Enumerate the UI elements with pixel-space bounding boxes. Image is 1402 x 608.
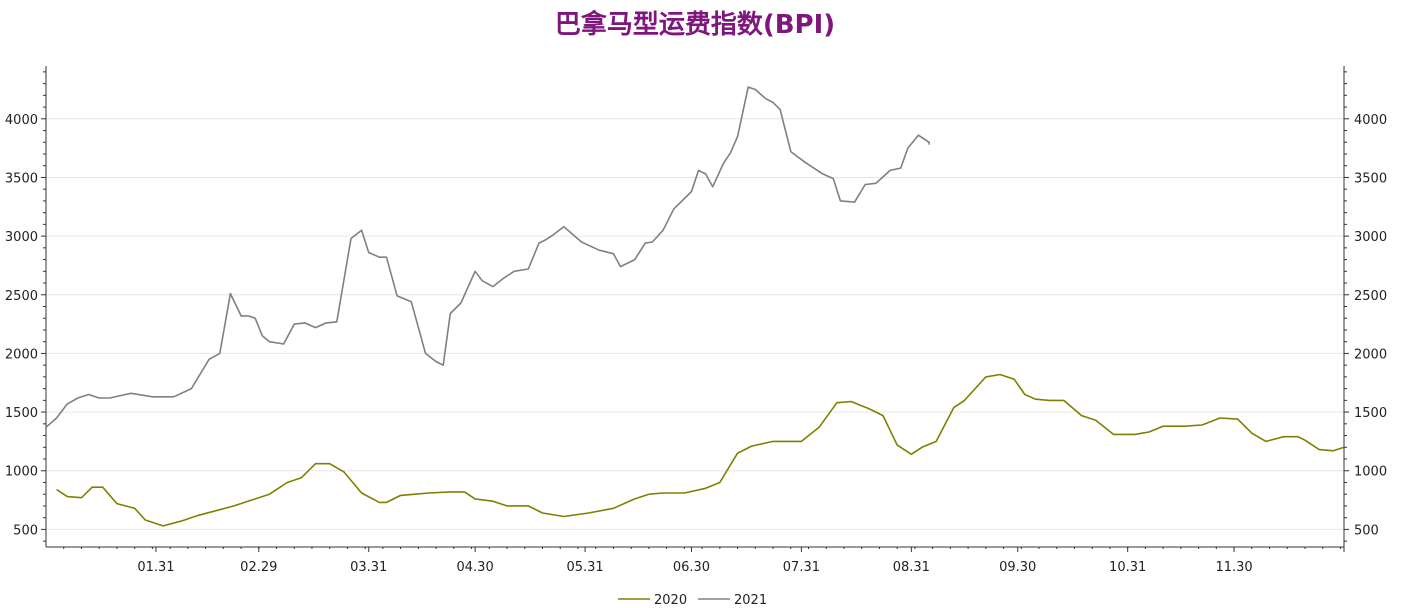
x-tick-label: 04.30 [457,560,494,575]
y-tick-label-left: 500 [13,523,38,538]
series-line-2021 [45,86,930,428]
legend-label-2021: 2021 [734,593,767,608]
tick-labels: 500 500 1000 1000 1500 1500 2000 2000 2500 2500 30… [5,113,1387,575]
x-tick-label: 09.30 [999,560,1036,575]
x-tick-label: 10.31 [1109,560,1146,575]
grid-lines [46,118,1344,530]
y-tick-label-right: 1000 [1354,465,1387,480]
x-tick-label: 06.30 [673,560,710,575]
y-tick-label-right: 500 [1354,523,1379,538]
y-tick-label-left: 1000 [5,465,38,480]
axes [41,66,1349,552]
y-tick-label-left: 3000 [5,230,38,245]
y-tick-label-left: 2500 [5,289,38,304]
y-tick-label-left: 2000 [5,347,38,362]
y-tick-label-right: 1500 [1354,406,1387,421]
y-tick-label-right: 3500 [1354,171,1387,186]
y-tick-label-left: 4000 [5,113,38,128]
y-tick-label-right: 2000 [1354,347,1387,362]
legend: 2020 2021 [618,593,767,608]
series-lines [45,86,1345,527]
legend-label-2020: 2020 [654,593,687,608]
x-tick-label: 02.29 [240,560,277,575]
series-line-2020 [56,373,1345,527]
y-tick-label-left: 1500 [5,406,38,421]
y-tick-label-right: 2500 [1354,289,1387,304]
x-tick-label: 01.31 [137,560,174,575]
x-tick-label: 05.31 [566,560,603,575]
y-tick-label-left: 3500 [5,171,38,186]
y-tick-label-right: 3000 [1354,230,1387,245]
x-tick-label: 11.30 [1215,560,1252,575]
x-tick-label: 08.31 [893,560,930,575]
chart-title: 巴拿马型运费指数(BPI) [554,10,836,40]
x-tick-label: 07.31 [783,560,820,575]
x-tick-label: 03.31 [350,560,387,575]
y-tick-label-right: 4000 [1354,113,1387,128]
